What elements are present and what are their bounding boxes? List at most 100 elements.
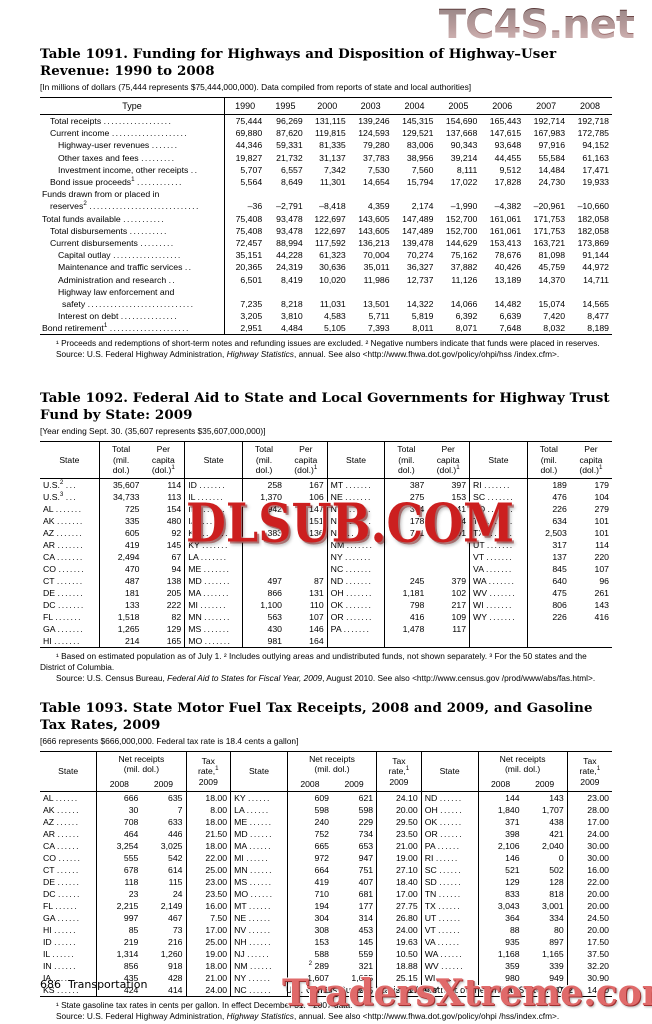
table-row: Current disbursements ......... 72,457 88,…: [40, 236, 612, 250]
cell-value: 31,137: [319, 152, 346, 163]
state-label: OK .......: [326, 598, 385, 611]
cell-percapita: 82: [171, 611, 182, 622]
page-section: Transportation: [68, 978, 148, 991]
leader-dots: ......: [250, 829, 273, 840]
leader-dots: ......: [56, 817, 80, 828]
table-row: AZ ...... 708 633 18.00 ME ...... 240 229 29.50…: [40, 816, 612, 829]
cell-2008: 666: [96, 791, 142, 805]
col-2000: 2000: [317, 101, 338, 111]
col1093-2009-2: 2009: [344, 778, 364, 789]
cell-value: 93,648: [494, 140, 522, 151]
state-label: NC .......: [326, 562, 385, 575]
state-label: LA .......: [184, 550, 243, 563]
table-row: Other taxes and fees ......... 19,827 21,7…: [40, 151, 612, 164]
cell-total: 806: [526, 598, 570, 611]
cell-value: 192,714: [533, 116, 566, 127]
cell-value: 30,636: [319, 262, 346, 273]
state-label: OK ......: [420, 816, 478, 829]
cell-percapita: 94: [171, 563, 182, 574]
cell-value: 81,098: [538, 250, 566, 261]
state-label: CT ......: [43, 865, 80, 876]
cell-percapita: 397: [451, 479, 467, 490]
cell-taxrate: 25.00: [185, 936, 231, 949]
cell-2008: 359: [477, 960, 523, 973]
cell-value: 93,478: [276, 213, 303, 224]
cell-total: 453: [242, 514, 285, 527]
state-label: MT ......: [230, 900, 288, 913]
cell-percapita: 179: [594, 479, 610, 490]
cell-2009: 314: [358, 913, 374, 924]
cell-value: 8,111: [456, 164, 478, 175]
cell-value: 81,335: [319, 140, 346, 151]
cell-2009: 1,505: [351, 985, 374, 996]
cell-value: 14,711: [583, 274, 609, 285]
col1093-netreceipts-2: Net receipts (mil. dol.): [286, 751, 377, 777]
cell-2009: 467: [168, 913, 183, 924]
cell-value: 192,718: [577, 116, 609, 127]
cell-percapita: 113: [167, 491, 182, 502]
table-row: DE ...... 118 115 23.00 MS ...... 419 407 18.40…: [40, 876, 612, 889]
table-1093-source-prefix: Source: U.S. Federal Highway Administrat…: [56, 1011, 227, 1022]
cell-2009: 438: [549, 817, 564, 828]
cell-2009: 635: [168, 793, 183, 804]
col-percap-3: Per capita (dol.)1: [436, 444, 460, 476]
state-label: IL ......: [43, 949, 76, 960]
cell-taxrate: 23.50: [376, 828, 422, 841]
state-label: NH ......: [230, 936, 288, 949]
cell-2009: 87: [554, 985, 564, 996]
state-label: NV .......: [326, 502, 385, 515]
lbl-per: Per: [156, 444, 171, 455]
cell-2008: 980: [477, 972, 523, 985]
cell-taxrate: 23.00: [185, 876, 231, 889]
leader-dots: .......: [484, 479, 511, 490]
state-label: SC ......: [420, 864, 478, 877]
table-row: CA ...... 3,254 3,025 18.00 MA ...... 665 653 2…: [40, 840, 612, 853]
cell-value: 7,342: [324, 164, 346, 175]
cell-total: 416: [384, 610, 428, 623]
cell-percapita: 107: [594, 563, 610, 574]
cell-value: [480, 188, 524, 200]
leader-dots: .......: [202, 539, 229, 550]
state-label: AK ......: [43, 805, 80, 816]
cell-value: [349, 188, 393, 200]
cell-total: 1,100: [242, 598, 285, 611]
cell-percapita: 101: [594, 527, 610, 538]
cell-taxrate: 20.00: [566, 900, 612, 913]
leader-dots: ......: [249, 877, 273, 888]
leader-dots: .......: [345, 599, 373, 610]
table-1092-title: Table 1092. Federal Aid to State and Loc…: [40, 390, 610, 424]
col-percap-1: Per capita (dol.)1: [143, 442, 185, 479]
cell-2009: 2,040: [541, 841, 564, 852]
table-1092-footnotes: ¹ Based on estimated population as of Ju…: [40, 650, 587, 672]
cell-value: 17,022: [450, 177, 478, 188]
cell-2008: 3,254: [96, 840, 142, 853]
cell-2009: 177: [358, 901, 374, 912]
cell-total: 563: [242, 610, 285, 623]
cell-total: [526, 622, 570, 635]
leader-dots: .......: [343, 623, 371, 634]
cell-taxrate: 16.00: [185, 900, 231, 913]
table-1093-footnotes-block: ¹ State gasoline tax rates in cents per …: [40, 1000, 612, 1022]
cell-total: [384, 550, 428, 563]
state-label: ND .......: [326, 574, 385, 587]
leader-dots: ......: [248, 901, 272, 912]
leader-dots: .......: [57, 587, 85, 598]
state-label: KS ......: [43, 985, 80, 996]
state-label: NY .......: [326, 550, 385, 563]
table-row: Highway-user revenues ....... 44,346 59,33…: [40, 139, 612, 152]
cell-taxrate: 10.50: [376, 948, 422, 961]
cell-percapita: 96: [599, 575, 609, 586]
state-label: MS .......: [184, 622, 243, 635]
cell-value: 182,058: [577, 213, 609, 224]
cell-total: 1,518: [98, 610, 143, 623]
leader-dots: .......: [489, 587, 517, 598]
state-label: AR .......: [43, 539, 85, 550]
table-row: Bond issue proceeds1 ............ 5,564 8,…: [40, 175, 612, 189]
cell-value: 11,031: [319, 298, 346, 309]
leader-dots: .......: [487, 503, 515, 514]
leader-dots: ......: [437, 841, 461, 852]
cell-value: 83,006: [406, 140, 434, 151]
state-label: KY ......: [230, 791, 288, 805]
lbl-total: Total: [112, 444, 131, 455]
